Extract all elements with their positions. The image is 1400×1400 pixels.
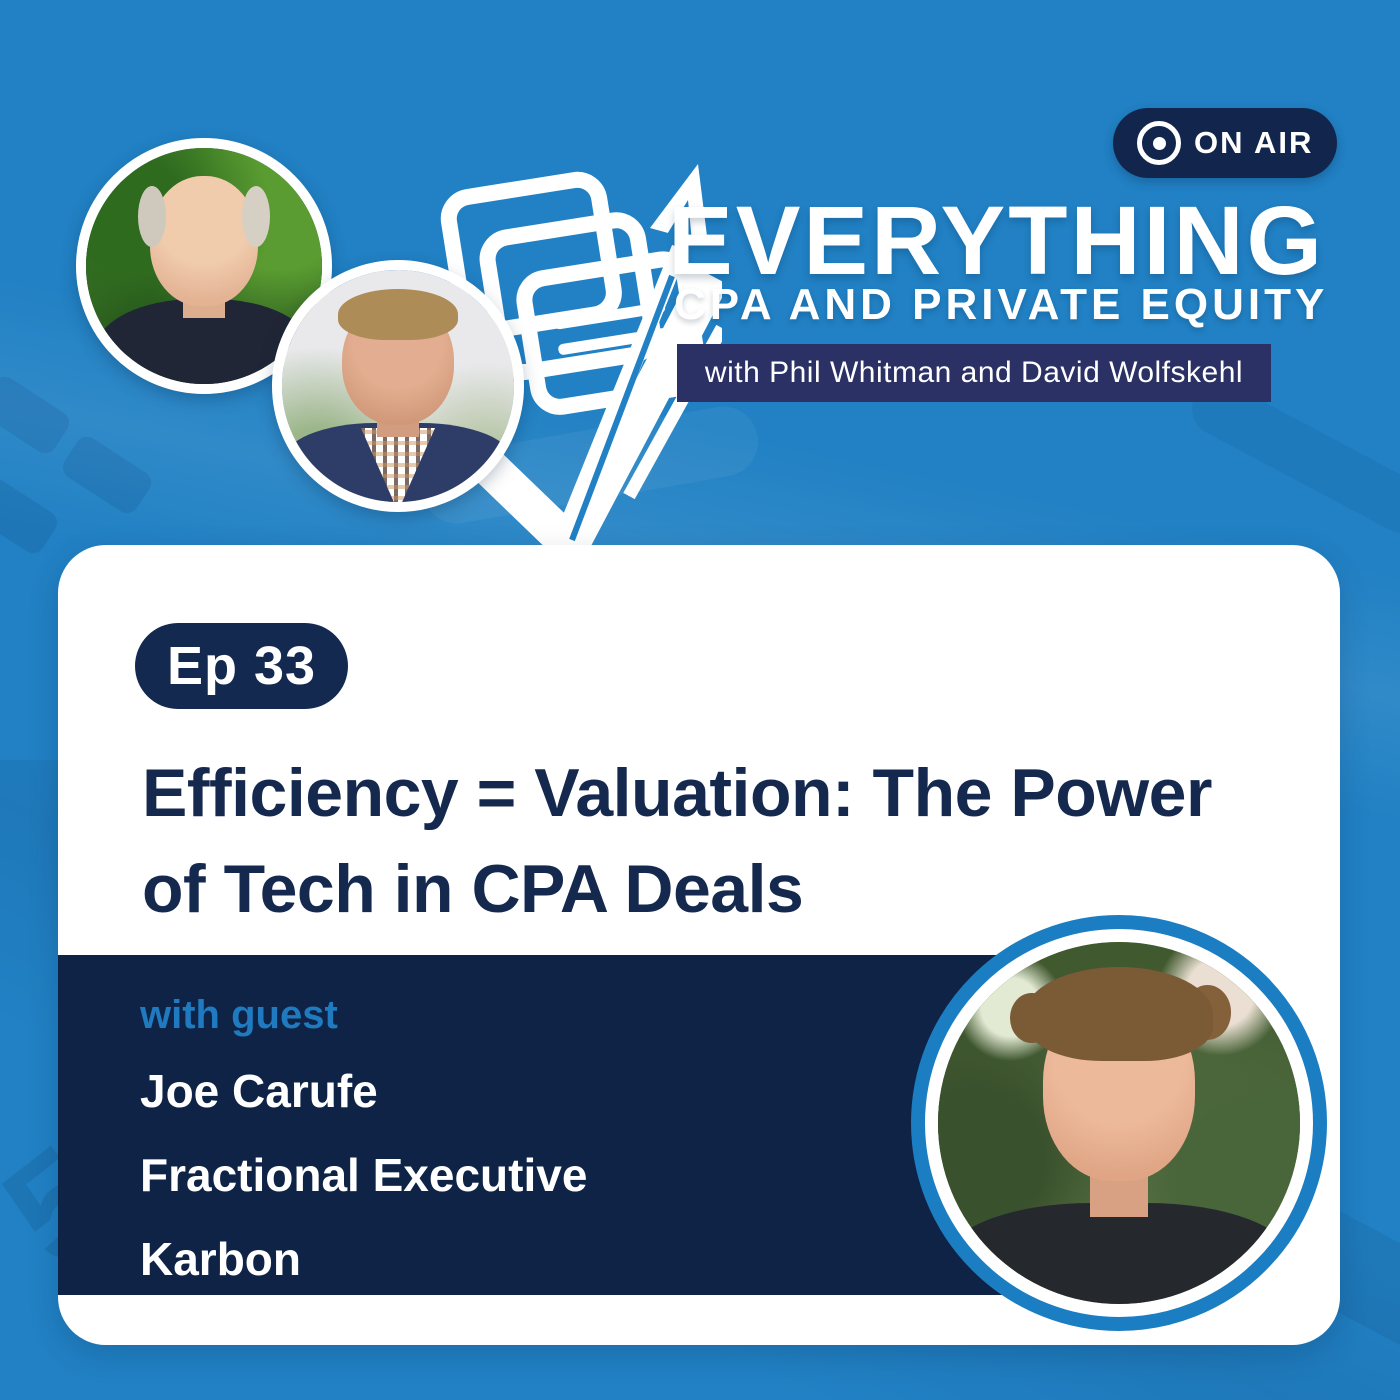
- on-air-badge: ON AIR: [1113, 108, 1338, 178]
- episode-card: Ep 33 Efficiency = Valuation: The Power …: [58, 545, 1340, 1345]
- guest-role: Fractional Executive: [140, 1149, 588, 1201]
- guest-photo-image: [938, 942, 1300, 1304]
- host-photo-2-image: [282, 270, 514, 502]
- host-photo-2: [272, 260, 524, 512]
- episode-title-line2: of Tech in CPA Deals: [142, 851, 804, 927]
- guest-eyebrow-label: with guest: [140, 993, 338, 1037]
- show-subtitle: CPA AND PRIVATE EQUITY: [674, 280, 1329, 329]
- episode-number-badge: Ep 33: [135, 623, 348, 709]
- background-calculator-key: [58, 432, 156, 518]
- episode-title: Efficiency = Valuation: The Power of Tec…: [142, 745, 1212, 937]
- on-air-label: ON AIR: [1194, 125, 1314, 160]
- background-calculator-key: [0, 372, 74, 458]
- record-icon: [1137, 121, 1181, 165]
- guest-company: Karbon: [140, 1233, 301, 1285]
- show-title: EVERYTHING: [668, 186, 1325, 295]
- episode-number-label: Ep 33: [166, 636, 317, 696]
- episode-title-line1: Efficiency = Valuation: The Power: [142, 755, 1212, 831]
- hosts-bar: with Phil Whitman and David Wolfskehl: [677, 344, 1271, 402]
- guest-photo: [911, 915, 1327, 1331]
- hosts-label: with Phil Whitman and David Wolfskehl: [704, 356, 1244, 389]
- guest-name: Joe Carufe: [140, 1065, 378, 1117]
- background-calculator-key: [0, 472, 62, 558]
